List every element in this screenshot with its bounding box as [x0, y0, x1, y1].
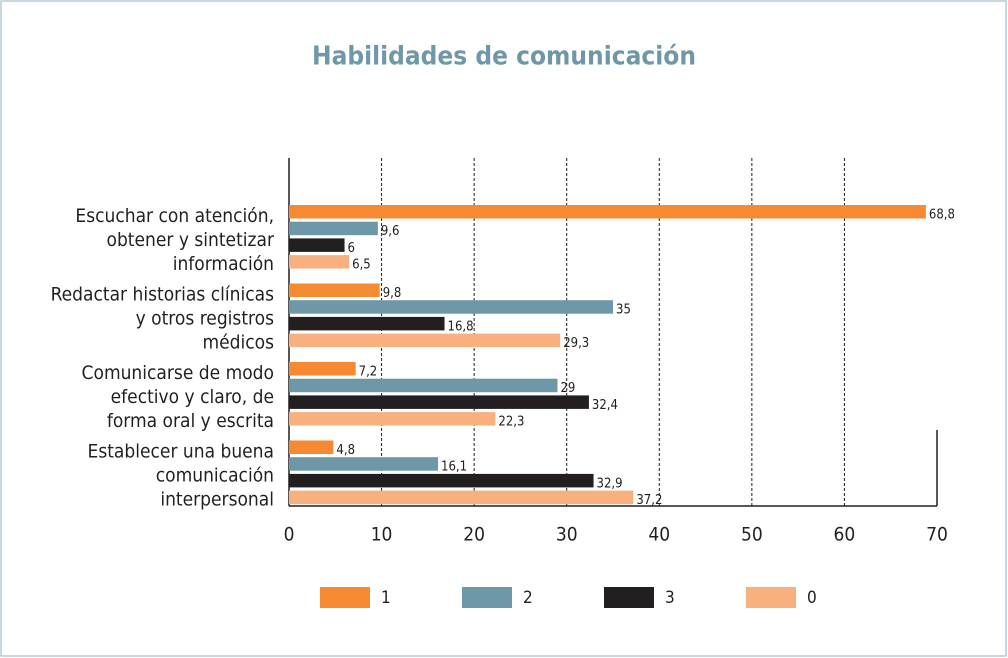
value-label: 32,4 — [592, 398, 618, 413]
bar — [289, 300, 613, 314]
bar — [289, 255, 350, 269]
chart-title: Habilidades de comunicación — [312, 42, 696, 72]
x-tick-label: 40 — [648, 524, 670, 546]
value-label: 37,2 — [636, 493, 662, 508]
bar — [289, 333, 561, 348]
value-label: 9,8 — [383, 286, 402, 301]
legend-swatch — [462, 587, 512, 608]
bar — [289, 362, 356, 376]
value-label: 29,3 — [563, 336, 589, 351]
value-label: 6 — [348, 241, 355, 256]
bar — [289, 395, 589, 409]
value-label: 32,9 — [597, 476, 623, 491]
legend-swatch — [604, 587, 654, 608]
bar — [289, 221, 378, 236]
legend-label: 2 — [523, 588, 533, 608]
bar — [289, 457, 439, 471]
x-tick-label: 60 — [834, 524, 856, 546]
category-label: Redactar historias clínicas y otros regis… — [51, 283, 274, 353]
bar — [289, 490, 634, 505]
x-tick-label: 20 — [463, 524, 485, 546]
bar — [289, 238, 345, 252]
category-label: Comunicarse de modo efectivo y claro, de f… — [82, 362, 274, 432]
bar — [289, 473, 594, 488]
value-label: 29 — [560, 381, 575, 396]
x-tick-label: 70 — [926, 524, 948, 546]
value-label: 16,1 — [441, 460, 467, 475]
bar — [289, 440, 334, 454]
legend-label: 3 — [665, 588, 675, 608]
value-label: 22,3 — [498, 415, 524, 430]
x-tick-label: 30 — [556, 524, 578, 546]
value-label: 16,8 — [448, 319, 474, 334]
value-label: 35 — [616, 303, 631, 318]
value-label: 68,8 — [929, 208, 955, 223]
value-label: 4,8 — [336, 443, 355, 458]
x-tick-label: 50 — [741, 524, 763, 546]
bar — [289, 283, 380, 297]
legend-label: 1 — [381, 588, 391, 608]
bar — [289, 316, 445, 331]
bar — [289, 378, 558, 393]
legend-swatch — [320, 587, 370, 608]
category-label: Escuchar con atención, obtener y sintetiz… — [75, 205, 275, 275]
value-label: 6,5 — [352, 258, 371, 273]
x-tick-label: 10 — [371, 524, 393, 546]
bar — [289, 412, 496, 426]
legend-swatch — [746, 587, 796, 608]
legend-label: 0 — [807, 588, 817, 608]
bar — [289, 205, 926, 219]
category-label: Establecer una buena comunicación interper… — [88, 440, 274, 510]
x-tick-label: 0 — [284, 524, 295, 546]
value-label: 9,6 — [381, 224, 400, 239]
value-label: 7,2 — [359, 365, 378, 380]
